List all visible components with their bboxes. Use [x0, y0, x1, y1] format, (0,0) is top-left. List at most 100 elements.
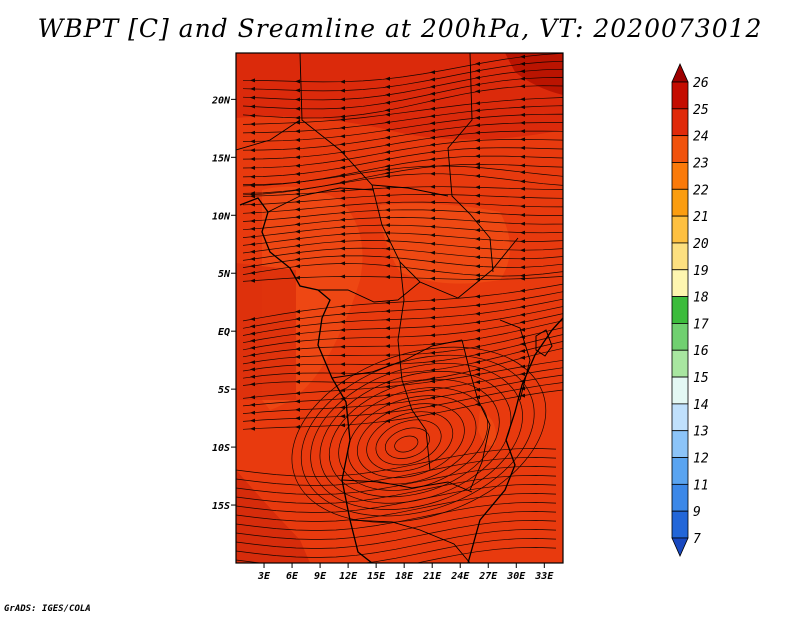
streamline-arrow: [520, 163, 525, 168]
streamline-arrow: [250, 353, 255, 357]
streamline-arrow: [250, 271, 255, 275]
streamline-arrow: [475, 273, 480, 278]
streamline-arrow: [475, 115, 480, 120]
grads-credit: GrADS: IGES/COLA: [4, 604, 91, 614]
vortex-streamline: [310, 362, 523, 510]
streamline-arrow: [475, 82, 480, 87]
streamline-arrow: [385, 238, 390, 243]
streamline-arrow: [295, 207, 300, 212]
streamline-arrow: [250, 148, 255, 153]
streamline-arrow: [295, 215, 300, 220]
streamline-arrow: [430, 350, 435, 355]
streamline-arrow: [295, 324, 300, 329]
streamline: [236, 529, 557, 558]
colorbar-swatch: [671, 135, 689, 163]
colorbar-swatch: [671, 510, 689, 539]
colorbar-swatch: [671, 376, 689, 405]
streamline-arrow: [475, 68, 480, 73]
streamline-arrow: [295, 264, 300, 269]
streamline-arrow: [475, 395, 480, 400]
streamline-arrow: [520, 256, 525, 261]
streamline-arrow: [385, 230, 390, 235]
streamline-arrow: [385, 200, 390, 205]
streamline-arrow: [250, 130, 255, 135]
streamline-arrow: [520, 195, 525, 200]
streamline-arrow: [430, 387, 435, 392]
streamline-arrow: [430, 411, 435, 416]
streamline-arrow: [340, 210, 345, 215]
streamline-arrow: [295, 138, 300, 142]
lon-tick-label: 6E: [286, 571, 299, 582]
streamline-arrow: [520, 312, 525, 317]
streamline: [236, 520, 557, 549]
streamline-arrow: [295, 155, 300, 160]
streamline-arrow: [475, 294, 480, 299]
streamline-arrow: [340, 142, 345, 147]
streamline-arrow: [340, 150, 345, 155]
streamline: [236, 475, 557, 504]
streamline-arrow: [295, 199, 300, 204]
lon-tick-label: 9E: [314, 571, 327, 582]
streamline-arrow: [430, 171, 435, 176]
vortex-streamline: [328, 379, 500, 498]
streamline-arrow: [340, 97, 345, 102]
streamline-arrow: [520, 304, 525, 309]
streamline-arrow: [340, 388, 345, 393]
streamline-arrow: [430, 77, 435, 82]
streamline-arrow: [520, 129, 525, 134]
lon-tick-label: 18E: [395, 571, 414, 582]
colorbar-swatch: [671, 483, 689, 512]
colorbar-label: 21: [693, 210, 709, 225]
streamline-arrow: [475, 162, 480, 167]
streamline-arrow: [385, 317, 390, 322]
streamline-arrow: [385, 120, 390, 125]
streamline-arrow: [520, 273, 525, 278]
streamline-arrow: [430, 403, 435, 408]
streamline-arrow: [430, 233, 435, 238]
colorbar-label: 15: [693, 371, 709, 386]
streamline-arrow: [295, 79, 300, 84]
lon-tick-label: 33E: [534, 571, 554, 582]
streamline-arrow: [385, 135, 390, 140]
lat-tick-label: 20N: [211, 95, 231, 106]
streamline-arrow: [520, 120, 525, 125]
streamline-arrow: [475, 108, 480, 113]
streamline-arrow: [250, 249, 255, 254]
streamline-arrow: [250, 157, 255, 161]
streamline-arrow: [430, 70, 435, 75]
streamline-arrow: [250, 410, 255, 415]
streamline-arrow: [295, 425, 300, 429]
streamline-arrow: [295, 416, 300, 421]
colorbar-label: 18: [693, 291, 709, 306]
colorbar-label: 11: [693, 478, 709, 493]
streamline-arrow: [250, 418, 255, 423]
map-panel: [235, 52, 564, 564]
streamline-arrow: [295, 379, 300, 384]
streamline-arrow: [475, 303, 480, 308]
streamline-arrow: [340, 371, 345, 376]
streamline-arrow: [250, 324, 255, 329]
streamline-arrow: [295, 391, 300, 396]
streamline-arrow: [520, 276, 525, 281]
vortex-streamline: [347, 395, 477, 485]
streamline-arrow: [520, 97, 525, 102]
streamline-arrow: [250, 367, 255, 372]
country-border: [461, 339, 491, 491]
streamline-arrow: [430, 150, 435, 154]
streamline-arrow: [520, 320, 525, 325]
lon-tick-label: 15E: [367, 571, 386, 582]
streamline-arrow: [250, 104, 255, 109]
colorbar-label: 25: [693, 103, 709, 118]
colorbar-label: 9: [693, 505, 701, 520]
streamline-arrow: [340, 312, 345, 316]
streamline-arrow: [475, 146, 480, 151]
colorbar-label: 14: [693, 398, 709, 413]
streamline-arrow: [520, 112, 525, 117]
streamline-arrow: [475, 165, 480, 170]
colorbar-swatch: [671, 242, 689, 271]
streamline-arrow: [340, 336, 345, 341]
colorbar-label: 20: [693, 237, 709, 252]
streamline-arrow: [340, 117, 345, 122]
streamline-arrow: [520, 248, 525, 253]
streamline-arrow: [430, 333, 435, 338]
